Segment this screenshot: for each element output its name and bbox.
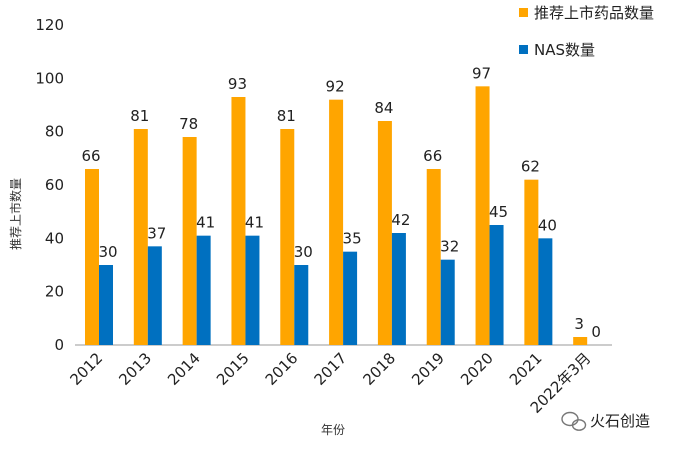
y-tick-label: 100: [35, 69, 64, 87]
y-tick-label: 60: [45, 176, 64, 194]
y-axis-title: 推荐上市数量: [8, 178, 23, 250]
data-label: 30: [98, 243, 117, 261]
data-label: 62: [521, 158, 540, 176]
data-label: 81: [277, 107, 296, 125]
watermark-text: 火石创造: [590, 412, 650, 430]
y-tick-label: 20: [45, 283, 64, 301]
y-axis-ticks: 0 20 40 60 80 100 120: [35, 16, 64, 354]
bar-recommended: [182, 137, 197, 345]
bar-recommended: [133, 129, 148, 345]
data-label: 45: [489, 203, 508, 221]
data-label: 3: [574, 315, 584, 333]
data-label: 97: [472, 64, 491, 82]
x-axis-title: 年份: [321, 423, 345, 437]
data-label: 93: [228, 75, 247, 93]
data-label: 92: [326, 78, 345, 96]
bar-recommended: [85, 169, 99, 345]
legend-swatch-0: [519, 8, 528, 17]
bar-recommended: [377, 121, 392, 345]
bar-nas: [245, 235, 260, 345]
x-tick-label: 2013: [115, 349, 155, 389]
bar-recommended: [426, 169, 441, 345]
x-axis-ticks: 2012 2013 2014 2015 2016 2017 2018 2019 2020 2021…: [67, 349, 595, 417]
data-label: 66: [423, 147, 442, 165]
bar-recommended: [231, 97, 246, 345]
data-label: 81: [130, 107, 149, 125]
bar-recommended: [573, 337, 588, 345]
bar-recommended: [475, 86, 490, 345]
data-label: 66: [81, 147, 100, 165]
data-label: 78: [179, 115, 198, 133]
bar-nas: [294, 265, 309, 345]
bars: 66 30 81 37 78 41 93 41 81 30 92 35 84 42 66 32 97 45 62 40…: [81, 64, 601, 346]
x-tick-label: 2014: [164, 349, 204, 389]
bar-nas: [538, 238, 553, 345]
bar-nas: [196, 235, 211, 345]
bar-nas: [440, 259, 455, 345]
bar-recommended: [524, 179, 539, 345]
bar-nas: [391, 233, 406, 345]
x-tick-label: 2019: [408, 349, 448, 389]
data-label: 0: [591, 323, 601, 341]
x-tick-label: 2015: [213, 349, 253, 389]
data-label: 42: [391, 211, 410, 229]
data-label: 40: [538, 216, 557, 234]
data-label: 41: [245, 214, 264, 232]
data-label: 84: [374, 99, 393, 117]
bar-nas: [99, 265, 113, 345]
bar-nas: [343, 251, 358, 345]
wechat-icon: [561, 411, 587, 431]
data-label: 37: [147, 224, 166, 242]
legend-label-1: NAS数量: [534, 41, 595, 59]
y-tick-label: 120: [35, 16, 64, 34]
x-tick-label: 2020: [457, 349, 497, 389]
x-tick-label: 2012: [67, 349, 107, 389]
x-tick-label: 2016: [262, 349, 302, 389]
watermark: 火石创造: [561, 411, 650, 431]
bar-nas: [489, 225, 504, 345]
y-tick-label: 80: [45, 123, 64, 141]
y-tick-label: 0: [54, 336, 64, 354]
data-label: 32: [440, 238, 459, 256]
legend-label-0: 推荐上市药品数量: [534, 4, 654, 22]
bar-nas: [147, 246, 162, 345]
bar-recommended: [329, 99, 344, 346]
x-tick-label: 2017: [311, 349, 351, 389]
x-tick-label: 2018: [359, 349, 399, 389]
bar-recommended: [280, 129, 295, 345]
legend: 推荐上市药品数量 NAS数量: [519, 4, 654, 59]
legend-swatch-1: [519, 45, 528, 54]
data-label: 41: [196, 214, 215, 232]
data-label: 35: [343, 230, 362, 248]
y-tick-label: 40: [45, 229, 64, 247]
data-label: 30: [294, 243, 313, 261]
x-tick-label: 2021: [506, 349, 546, 389]
